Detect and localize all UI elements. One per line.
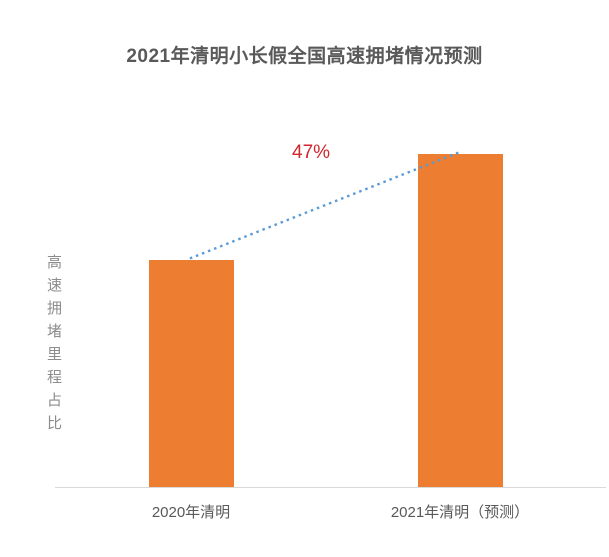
y-axis-label: 高速拥堵里程占比 (45, 254, 62, 438)
x-axis-line (55, 487, 606, 488)
x-tick-label-2021-forecast: 2021年清明（预测） (390, 504, 530, 521)
growth-rate-annotation: 47% (292, 142, 331, 163)
chart-title: 2021年清明小长假全国高速拥堵情况预测 (126, 46, 483, 67)
bar-2020-qingming (148, 260, 234, 487)
bar-2021-qingming-forecast (417, 154, 503, 487)
x-tick-label-2020: 2020年清明 (151, 504, 231, 521)
